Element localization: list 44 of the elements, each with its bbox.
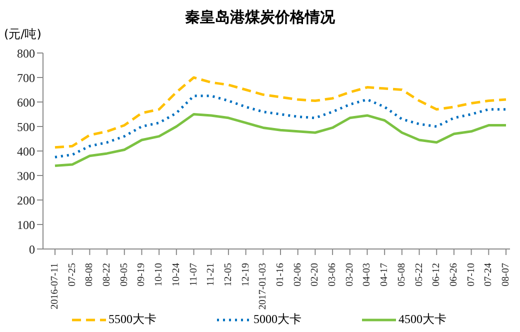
x-tick-label: 09-05 [118, 263, 130, 286]
y-tick-label: 100 [17, 218, 35, 232]
x-tick-label: 07-10 [466, 263, 477, 286]
x-tick-label: 05-22 [414, 263, 425, 286]
x-tick-label: 08-08 [84, 263, 96, 286]
x-tick-label: 02-06 [292, 263, 304, 286]
x-tick-label: 06-26 [448, 263, 460, 286]
x-tick-label: 04-03 [362, 263, 373, 286]
x-tick-label: 2017-01-03 [258, 263, 269, 310]
y-tick-label: 700 [17, 70, 35, 85]
x-tick-label: 10-10 [154, 263, 165, 286]
x-tick-label: 2016-07-11 [50, 263, 60, 310]
y-tick-label: 200 [17, 193, 35, 208]
y-tick-label: 0 [29, 242, 35, 256]
y-tick-label: 300 [17, 168, 35, 183]
x-tick-label: 11-21 [206, 263, 217, 286]
y-axis-title: (元/吨) [4, 26, 42, 43]
legend-label: 5000大卡 [254, 311, 302, 328]
x-tick-label: 02-20 [310, 263, 321, 286]
x-tick-label: 07-24 [483, 263, 494, 286]
y-tick-label: 600 [17, 95, 35, 110]
x-tick-label: 03-06 [327, 263, 338, 286]
x-tick-label: 11-07 [188, 263, 200, 286]
line-series [54, 94, 508, 158]
x-tick-label: 03-20 [344, 263, 356, 286]
x-tick-label: 12-05 [222, 263, 234, 286]
x-tick-label: 12-19 [240, 263, 252, 286]
y-tick-label: 800 [17, 46, 35, 60]
chart-title: 秦皇岛港煤炭价格情况 [184, 8, 336, 27]
x-tick-label: 09-19 [136, 263, 148, 286]
x-tick-label: 10-24 [170, 263, 182, 286]
x-tick-label: 05-08 [396, 263, 408, 286]
x-tick-label: 01-16 [275, 263, 286, 286]
x-tick-label: 07-25 [66, 263, 78, 286]
legend-label: 5500大卡 [108, 311, 156, 328]
line-series [54, 76, 508, 149]
legend-label: 4500大卡 [398, 311, 446, 328]
x-tick-label: 08-22 [102, 263, 113, 286]
y-tick-label: 400 [17, 144, 35, 158]
line-series [54, 113, 508, 167]
x-tick-label: 04-17 [379, 263, 390, 286]
y-tick-label: 500 [17, 120, 35, 134]
x-tick-label: 06-12 [431, 263, 442, 286]
x-tick-label: 08-07 [500, 263, 512, 286]
